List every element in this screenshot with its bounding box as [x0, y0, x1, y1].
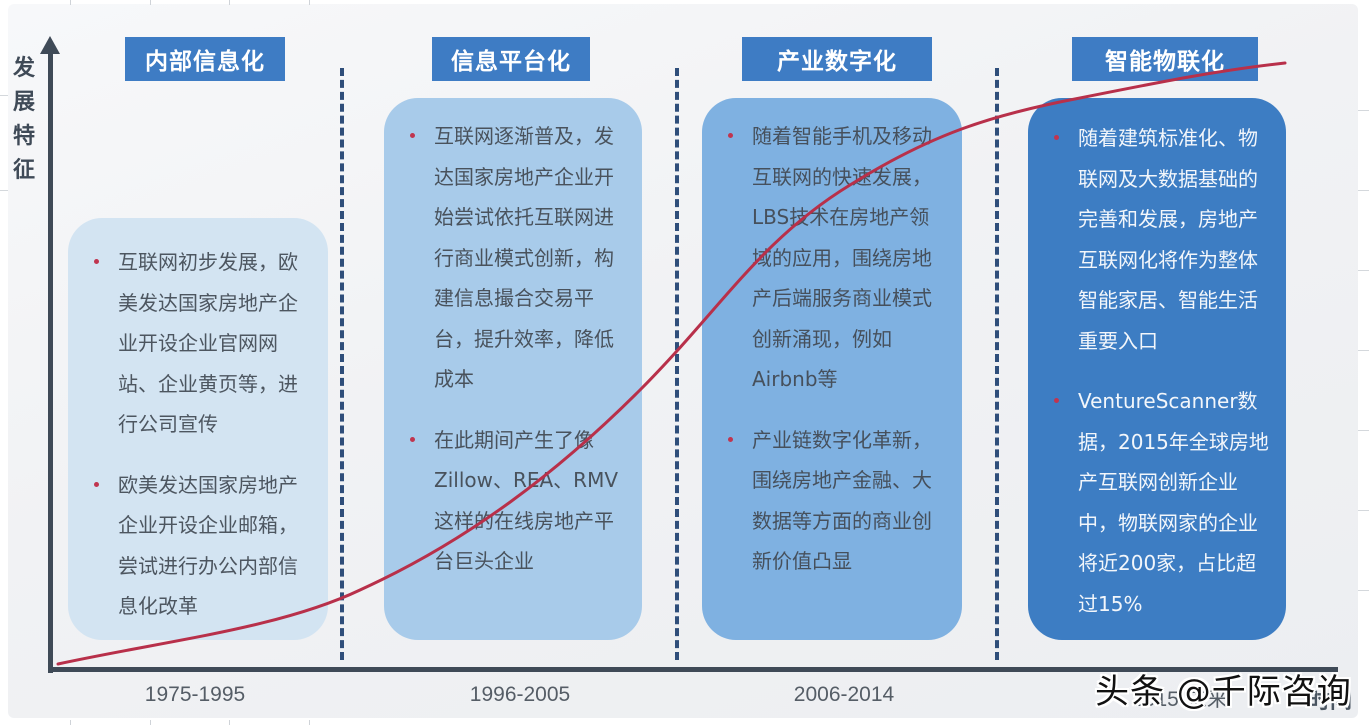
stage-divider — [340, 68, 344, 660]
stage-divider — [675, 68, 679, 660]
stage-header-2: 信息平台化 — [432, 37, 590, 81]
y-axis-line — [48, 48, 53, 673]
edge-line — [1358, 590, 1369, 591]
period-label-1: 1975-1995 — [144, 683, 246, 706]
edge-line — [1358, 430, 1369, 431]
card-bullet-item: 互联网逐渐普及，发达国家房地产企业开始尝试依托互联网进行商业模式创新，构建信息撮… — [408, 116, 628, 400]
y-axis-arrow-icon — [40, 36, 60, 54]
bullet-dot-icon — [410, 436, 415, 442]
stage-card-2: 互联网逐渐普及，发达国家房地产企业开始尝试依托互联网进行商业模式创新，构建信息撮… — [384, 98, 642, 640]
stage-header-4: 智能物联化 — [1072, 37, 1258, 81]
stage-card-1: 互联网初步发展，欧美发达国家房地产企业开设企业官网网站、企业黄页等，进行公司宣传… — [68, 218, 328, 640]
card-bullet-item: 产业链数字化革新，围绕房地产金融、大数据等方面的商业创新价值凸显 — [726, 420, 948, 582]
bullet-dot-icon — [1054, 135, 1059, 140]
bullet-dot-icon — [94, 481, 99, 487]
edge-line — [1358, 190, 1369, 191]
stage-divider — [995, 68, 999, 660]
edge-line — [0, 190, 8, 191]
period-label-4: 2015-未来 — [1132, 688, 1228, 711]
stage-header-3: 产业数字化 — [742, 37, 932, 81]
stage-header-1: 内部信息化 — [125, 37, 285, 81]
source-watermark: 头条 @千际咨询 — [1095, 672, 1352, 712]
card-bullet-item: 在此期间产生了像Zillow、REA、RMV这样的在线房地产平台巨头企业 — [408, 420, 628, 582]
bullet-dot-icon — [410, 133, 415, 138]
card-bullet-item: VentureScanner数据，2015年全球房地产互联网创新企业中，物联网家… — [1052, 381, 1272, 624]
card-bullet-item: 随着建筑标准化、物联网及大数据基础的完善和发展，房地产互联网化将作为整体智能家居… — [1052, 118, 1272, 361]
period-label-3: 2006-2014 — [793, 683, 895, 706]
stage-card-4: 随着建筑标准化、物联网及大数据基础的完善和发展，房地产互联网化将作为整体智能家居… — [1028, 98, 1286, 640]
edge-line — [1358, 350, 1369, 351]
edge-line — [1358, 510, 1369, 511]
period-label-2: 1996-2005 — [469, 683, 571, 706]
bottom-tick-marks — [0, 720, 1369, 726]
x-axis-line — [48, 667, 1338, 672]
edge-line — [1358, 270, 1369, 271]
card-bullet-item: 互联网初步发展，欧美发达国家房地产企业开设企业官网网站、企业黄页等，进行公司宣传 — [92, 242, 314, 445]
edge-line — [1358, 110, 1369, 111]
card-bullet-item: 欧美发达国家房地产企业开设企业邮箱，尝试进行办公内部信息化改革 — [92, 465, 314, 627]
bullet-dot-icon — [728, 436, 733, 442]
card-bullet-item: 随着智能手机及移动互联网的快速发展，LBS技术在房地产领域的应用，围绕房地产后端… — [726, 116, 948, 400]
x-axis-label: 时间 — [1308, 689, 1353, 714]
top-tick-marks — [0, 0, 1369, 6]
edge-line — [0, 95, 8, 96]
bullet-dot-icon — [94, 259, 99, 264]
stage-card-3: 随着智能手机及移动互联网的快速发展，LBS技术在房地产领域的应用，围绕房地产后端… — [702, 98, 962, 640]
bullet-dot-icon — [1054, 398, 1059, 403]
y-axis-label: 发展特征 — [12, 56, 35, 183]
bullet-dot-icon — [728, 133, 733, 138]
